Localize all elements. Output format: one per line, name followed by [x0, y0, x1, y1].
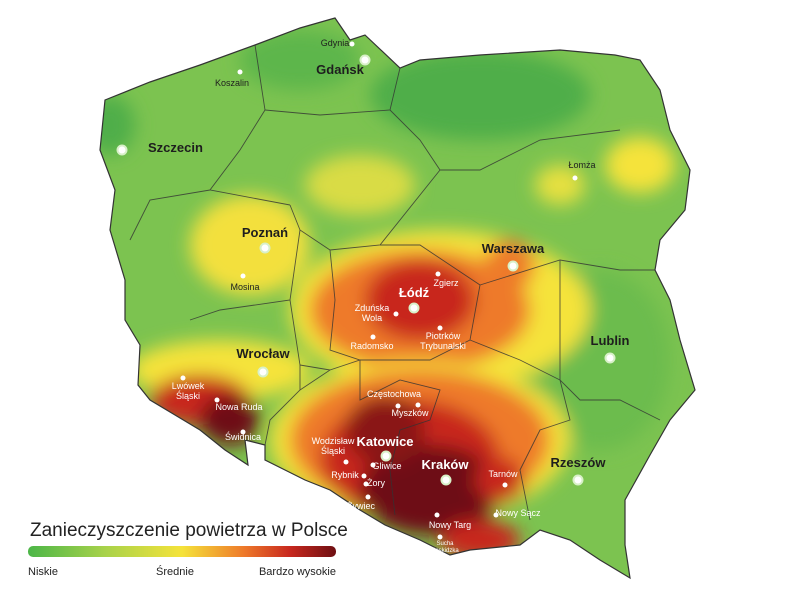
- city-dot: [359, 54, 371, 66]
- city-dot: [240, 273, 246, 279]
- city-label: Kraków: [422, 457, 470, 472]
- city-dot: [435, 271, 441, 277]
- legend-mid: Średnie: [156, 565, 194, 578]
- city-label: Szczecin: [148, 140, 203, 155]
- city-dot: [434, 512, 440, 518]
- city-label: Śląski: [321, 445, 345, 456]
- city-label: Gliwice: [372, 461, 401, 471]
- city-label: Lwówek: [172, 381, 205, 391]
- cities: Gdynia Gdańsk Koszalin Szczecin Łomża Poznań M…: [116, 38, 630, 554]
- city-dot: [437, 325, 443, 331]
- city-dot: [370, 334, 376, 340]
- city-dot: [604, 352, 616, 364]
- city-dot: [180, 375, 186, 381]
- city-dot: [370, 462, 376, 468]
- city-dot: [361, 473, 367, 479]
- city-label: Żywiec: [347, 501, 376, 511]
- city-label: Nowa Ruda: [215, 402, 262, 412]
- city-label: Częstochowa: [367, 389, 421, 399]
- legend: Zanieczyszczenie powietrza w Polsce Nisk…: [28, 520, 348, 578]
- city-label: Nowy Targ: [429, 520, 471, 530]
- legend-low: Niskie: [28, 566, 58, 578]
- legend-high: Bardzo wysokie: [259, 566, 336, 578]
- city-dot: [437, 534, 443, 540]
- city-dot: [365, 494, 371, 500]
- city-label: Radomsko: [350, 341, 393, 351]
- city-label: Śląski: [176, 390, 200, 401]
- city-label: Wrocław: [236, 346, 290, 361]
- city-label: Zgierz: [433, 278, 459, 288]
- city-label: Zduńska: [355, 303, 390, 313]
- city-dot: [380, 450, 392, 462]
- city-dot: [240, 429, 246, 435]
- city-dot: [259, 242, 271, 254]
- city-label: Myszków: [391, 408, 429, 418]
- city-label: Łódź: [399, 285, 430, 300]
- city-label: Warszawa: [482, 241, 545, 256]
- city-dot: [116, 144, 128, 156]
- pollution-surface: [100, 18, 695, 578]
- city-label: Nowy Sącz: [495, 508, 541, 518]
- city-label: Rzeszów: [551, 455, 607, 470]
- city-label: Wola: [362, 313, 382, 323]
- city-dot: [343, 459, 349, 465]
- city-dot: [440, 474, 452, 486]
- city-label: Rybnik: [331, 470, 359, 480]
- city-label: Mosina: [230, 282, 259, 292]
- city-dot: [507, 260, 519, 272]
- city-dot: [393, 311, 399, 317]
- city-dot: [349, 41, 355, 47]
- city-dot: [493, 512, 499, 518]
- city-label: Koszalin: [215, 78, 249, 88]
- city-label: Poznań: [242, 225, 288, 240]
- city-label: Żory: [367, 478, 386, 488]
- city-dot: [237, 69, 243, 75]
- city-label: Lublin: [591, 333, 630, 348]
- city-dot: [408, 302, 420, 314]
- city-dot: [572, 474, 584, 486]
- city-label: Świdnica: [225, 431, 261, 442]
- city-dot: [257, 366, 269, 378]
- city-label: Łomża: [568, 160, 595, 170]
- city-dot: [214, 397, 220, 403]
- city-label: Sucha: [436, 541, 454, 547]
- region-borders: [129, 44, 661, 521]
- city-dot: [415, 402, 421, 408]
- city-dot: [572, 175, 578, 181]
- city-dot: [395, 403, 401, 409]
- city-dot: [502, 482, 508, 488]
- city-dot: [363, 481, 369, 487]
- map-title: Zanieczyszczenie powietrza w Polsce: [30, 520, 348, 541]
- city-label: Trybunalski: [420, 341, 466, 351]
- city-label: Tarnów: [488, 469, 518, 479]
- city-label: Gdańsk: [316, 62, 364, 77]
- city-label: Katowice: [356, 434, 413, 449]
- city-label: Piotrków: [426, 331, 461, 341]
- city-label: Gdynia: [321, 38, 350, 48]
- city-label: Beskidzka: [431, 548, 459, 554]
- city-label: Wodzisław: [312, 436, 355, 446]
- legend-gradient: [28, 546, 336, 557]
